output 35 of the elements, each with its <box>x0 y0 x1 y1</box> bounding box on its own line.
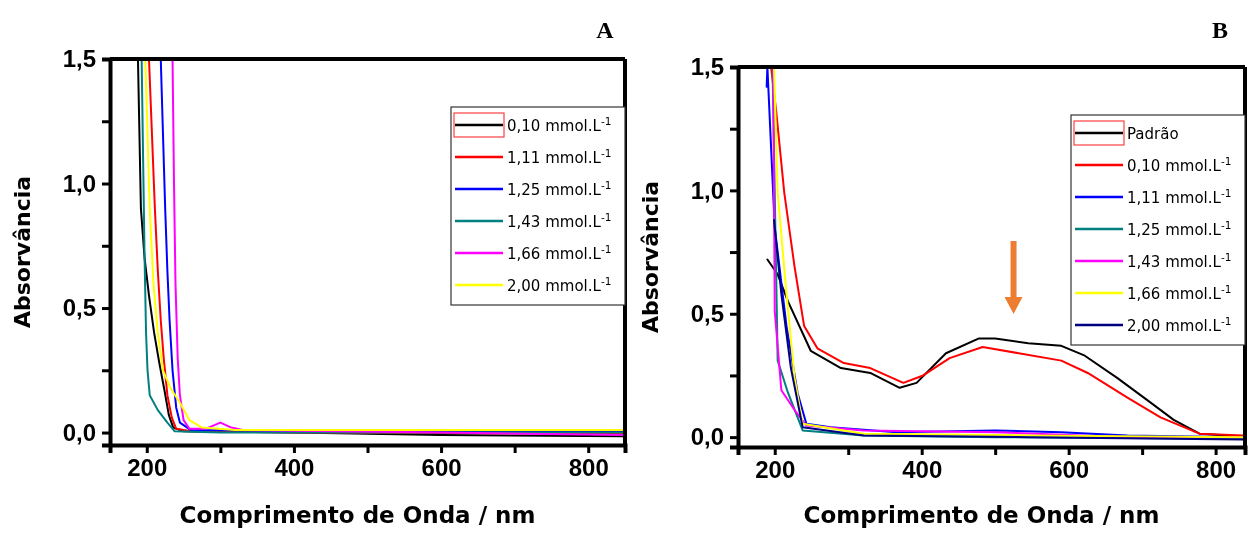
x-axis-title: Comprimento de Onda / nm <box>803 502 1160 528</box>
y-tick-label: 1,5 <box>62 45 96 73</box>
legend-label: Padrão <box>1127 125 1179 143</box>
x-tick-label: 200 <box>755 456 796 484</box>
y-tick-label: 1,0 <box>62 169 96 197</box>
chart-title: B <box>1211 17 1229 43</box>
legend-label: 1,43 mmol.L$^{-1}$ <box>1127 251 1232 271</box>
legend-label: 2,00 mmol.L$^{-1}$ <box>1127 315 1232 335</box>
legend-label: 1,11 mmol.L$^{-1}$ <box>507 147 612 167</box>
x-tick-label: 800 <box>1196 456 1237 484</box>
legend-label: 1,66 mmol.L$^{-1}$ <box>1127 283 1232 303</box>
y-axis-title: Absorvância <box>638 180 663 334</box>
legend-label: 0,10 mmol.L$^{-1}$ <box>1127 155 1232 175</box>
x-axis-title: Comprimento de Onda / nm <box>179 502 536 528</box>
legend-label: 1,25 mmol.L$^{-1}$ <box>1127 219 1232 239</box>
y-tick-label: 0,5 <box>690 299 724 327</box>
legend-label: 1,66 mmol.L$^{-1}$ <box>507 243 612 263</box>
legend-label: 1,43 mmol.L$^{-1}$ <box>507 211 612 231</box>
legend-label: 1,11 mmol.L$^{-1}$ <box>1127 187 1232 207</box>
y-tick-label: 0,0 <box>690 423 724 451</box>
x-tick-label: 600 <box>1049 456 1090 484</box>
x-tick-label: 600 <box>421 454 462 482</box>
x-tick-label: 400 <box>902 456 943 484</box>
x-tick-label: 200 <box>127 454 168 482</box>
chart-title: A <box>596 17 615 43</box>
legend-label: 2,00 mmol.L$^{-1}$ <box>507 275 612 295</box>
x-tick-label: 800 <box>568 454 609 482</box>
legend-label: 0,10 mmol.L$^{-1}$ <box>507 115 612 135</box>
y-tick-label: 1,5 <box>690 53 724 81</box>
legend-label: 1,25 mmol.L$^{-1}$ <box>507 179 612 199</box>
y-axis-title: Absorvância <box>10 175 35 329</box>
y-tick-label: 0,5 <box>62 294 96 322</box>
y-tick-label: 0,0 <box>62 418 96 446</box>
x-tick-label: 400 <box>274 454 315 482</box>
y-tick-label: 1,0 <box>690 176 724 204</box>
